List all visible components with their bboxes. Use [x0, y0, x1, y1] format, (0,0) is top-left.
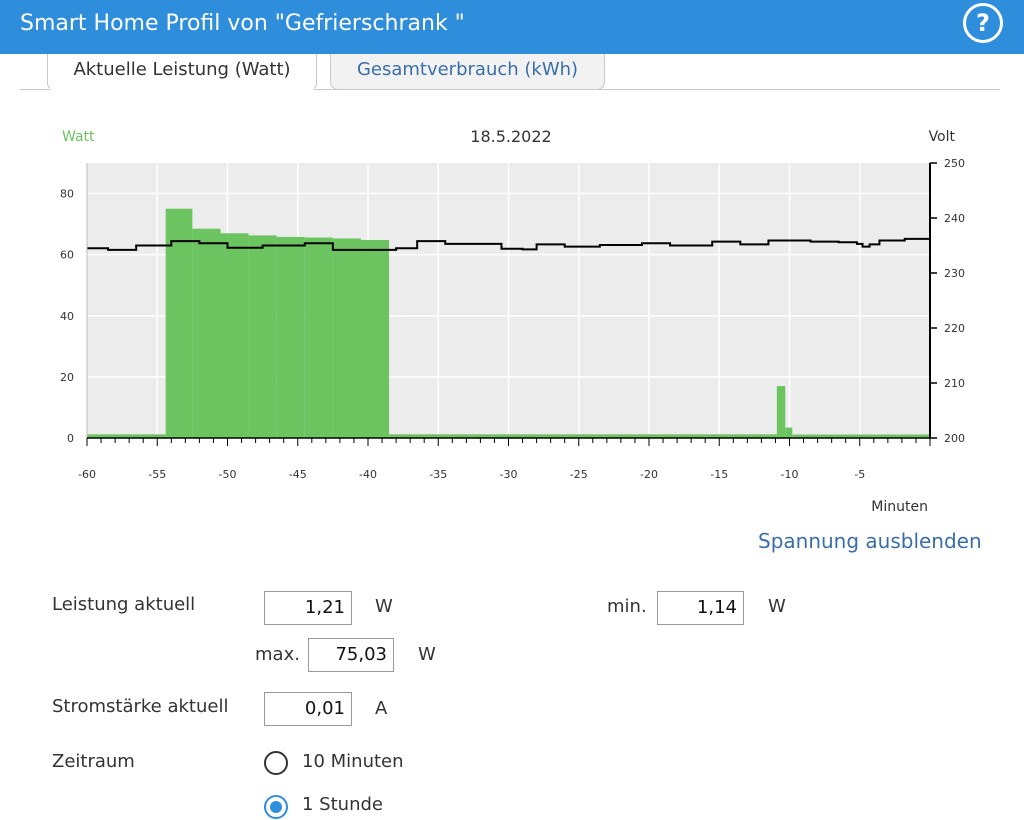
- x-tick-label: -25: [570, 468, 588, 481]
- x-tick-label: -20: [640, 468, 658, 481]
- x-tick-label: -60: [78, 468, 96, 481]
- y-right-tick-label: 200: [944, 432, 965, 445]
- y-tick-label: 20: [60, 371, 74, 384]
- x-tick-label: -50: [219, 468, 237, 481]
- current-field[interactable]: 0,01: [264, 692, 352, 726]
- max-power-unit: W: [418, 644, 436, 665]
- tab-total-consumption[interactable]: Gesamtverbrauch (kWh): [330, 54, 605, 90]
- chart-title-date: 18.5.2022: [470, 127, 551, 146]
- y-right-tick-label: 250: [944, 157, 965, 170]
- tab-current-power[interactable]: Aktuelle Leistung (Watt): [47, 54, 317, 91]
- radio-1-hour[interactable]: [264, 795, 288, 819]
- x-tick-label: -35: [429, 468, 447, 481]
- power-current-label: Leistung aktuell: [52, 594, 196, 615]
- x-tick-label: -15: [710, 468, 728, 481]
- bar: [192, 228, 221, 438]
- y-right-tick-label: 230: [944, 267, 965, 280]
- bar: [776, 386, 786, 438]
- period-label: Zeitraum: [52, 751, 135, 772]
- bar: [276, 236, 305, 438]
- y-tick-label: 0: [67, 432, 74, 445]
- bar: [332, 238, 361, 438]
- hide-voltage-link[interactable]: Spannung ausblenden: [758, 529, 982, 553]
- bar: [785, 427, 793, 438]
- min-power-field[interactable]: 1,14: [657, 591, 744, 625]
- current-label: Stromstärke aktuell: [52, 696, 229, 717]
- x-tick-label: -45: [289, 468, 307, 481]
- bar: [304, 237, 333, 438]
- y-tick-label: 40: [60, 310, 74, 323]
- voltage-line: [87, 237, 931, 251]
- bar: [87, 434, 166, 438]
- help-icon[interactable]: ?: [963, 3, 1003, 43]
- x-tick-label: -30: [500, 468, 518, 481]
- max-label: max.: [255, 644, 300, 665]
- y-right-tick-label: 210: [944, 377, 965, 390]
- bar: [792, 434, 930, 438]
- radio-10-minutes[interactable]: [264, 751, 288, 775]
- y-tick-label: 60: [60, 249, 74, 262]
- x-tick-label: -55: [148, 468, 166, 481]
- bar: [165, 208, 193, 438]
- current-unit: A: [375, 698, 388, 719]
- y-axis-label-volt: Volt: [929, 129, 956, 145]
- bar: [360, 240, 390, 438]
- power-current-unit: W: [375, 596, 393, 617]
- page-title: Smart Home Profil von "Gefrierschrank ": [20, 11, 465, 36]
- power-chart: -60 -55 -50 -45 -40 -35 -30 -25 -20 -15 -10 -502040…: [60, 127, 965, 515]
- y-axis-label-watt: Watt: [62, 129, 95, 145]
- x-axis-label: Minuten: [871, 499, 928, 515]
- y-right-tick-label: 220: [944, 322, 965, 335]
- bar: [248, 235, 277, 438]
- x-tick-label: -5: [854, 468, 865, 481]
- y-right-tick-label: 240: [944, 212, 965, 225]
- min-power-unit: W: [768, 596, 786, 617]
- x-tick-label: -40: [359, 468, 377, 481]
- min-label: min.: [607, 596, 647, 617]
- bar: [220, 233, 249, 438]
- radio-10-minutes-label[interactable]: 10 Minuten: [302, 751, 404, 772]
- power-current-field[interactable]: 1,21: [264, 591, 352, 625]
- bar: [389, 434, 777, 438]
- max-power-field[interactable]: 75,03: [308, 638, 394, 672]
- y-tick-label: 80: [60, 188, 74, 201]
- radio-1-hour-label[interactable]: 1 Stunde: [302, 794, 383, 815]
- x-tick-label: -10: [781, 468, 799, 481]
- app-header: Smart Home Profil von "Gefrierschrank " …: [0, 0, 1024, 54]
